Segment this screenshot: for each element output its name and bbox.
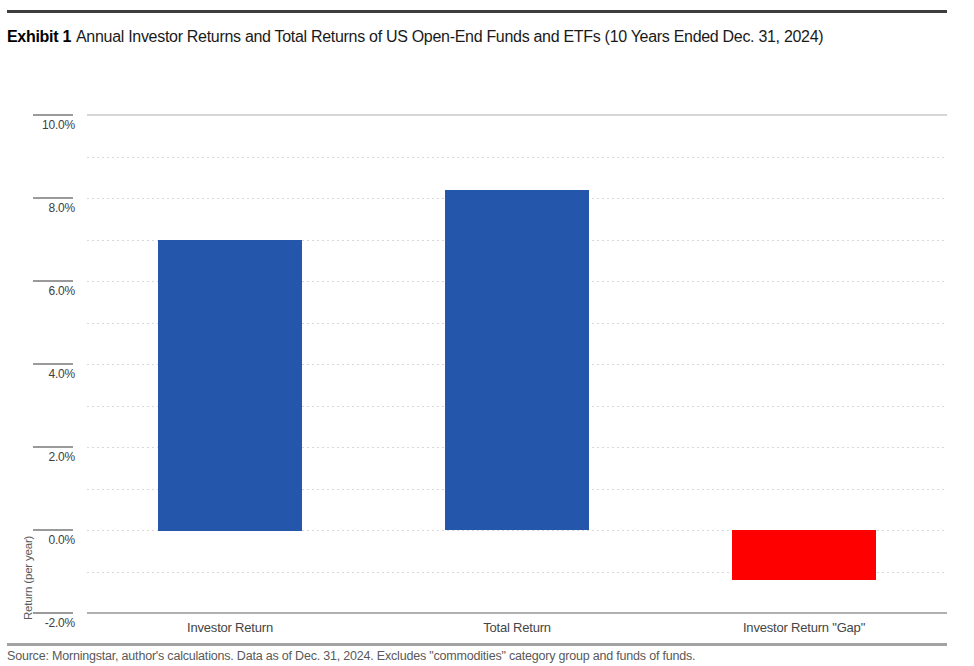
y-axis-title: Return (per year) — [22, 536, 34, 620]
bar-chart: Return (per year) 10.0% 8.0% 6.0% 4.0% 2.0% 0… — [0, 0, 974, 666]
y-tick — [33, 612, 73, 614]
y-tick-label: -2.0% — [0, 617, 75, 630]
y-tick-label: 6.0% — [0, 285, 75, 298]
y-tick-label: 4.0% — [0, 368, 75, 381]
y-tick-label: 8.0% — [0, 202, 75, 215]
y-tick — [33, 363, 73, 365]
x-category-label: Total Return — [397, 620, 637, 635]
y-tick-label: 10.0% — [0, 119, 75, 132]
x-axis-baseline — [87, 612, 947, 614]
y-tick — [33, 197, 73, 199]
x-category-label: Investor Return — [110, 620, 350, 635]
x-category-label: Investor Return "Gap" — [684, 620, 924, 635]
minor-gridline — [87, 157, 947, 158]
y-tick — [33, 529, 73, 531]
bar-total-return — [445, 190, 589, 530]
top-gridline — [87, 114, 947, 116]
bar-investor-return-gap — [732, 530, 876, 580]
exhibit-page: Exhibit 1Annual Investor Returns and Tot… — [0, 0, 974, 666]
y-tick — [33, 114, 73, 116]
bottom-rule — [7, 643, 947, 646]
y-tick-label: 0.0% — [0, 534, 75, 547]
bar-investor-return — [158, 240, 302, 531]
source-note: Source: Morningstar, author's calculatio… — [7, 649, 967, 663]
y-tick — [33, 446, 73, 448]
y-tick — [33, 280, 73, 282]
y-tick-label: 2.0% — [0, 451, 75, 464]
